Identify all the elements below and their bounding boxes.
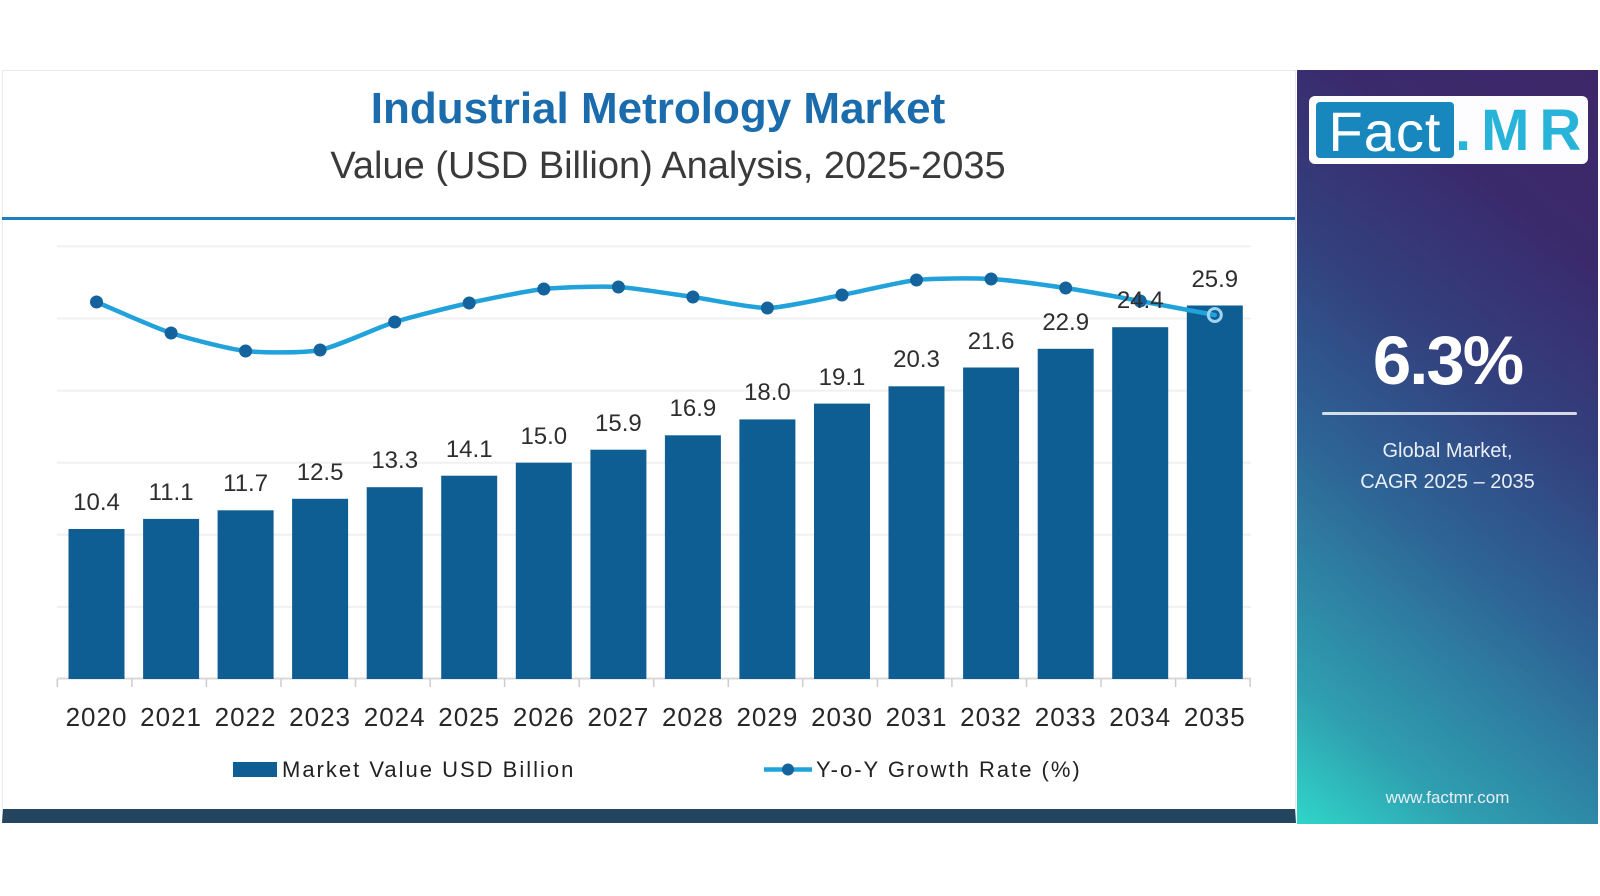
svg-text:2021: 2021 [140, 702, 202, 732]
svg-text:14.1: 14.1 [446, 436, 493, 463]
svg-text:2033: 2033 [1035, 702, 1097, 732]
svg-text:2020: 2020 [66, 702, 128, 732]
svg-text:21.6: 21.6 [968, 328, 1015, 355]
svg-text:24.4: 24.4 [1117, 287, 1164, 314]
svg-text:10.4: 10.4 [73, 489, 120, 516]
svg-text:22.9: 22.9 [1042, 309, 1089, 336]
svg-text:Market Value USD Billion: Market Value USD Billion [282, 757, 575, 782]
svg-text:13.3: 13.3 [371, 447, 418, 474]
svg-text:2032: 2032 [960, 702, 1022, 732]
svg-text:16.9: 16.9 [670, 395, 717, 422]
svg-text:Y-o-Y Growth Rate (%): Y-o-Y Growth Rate (%) [816, 757, 1082, 782]
svg-text:11.1: 11.1 [149, 479, 194, 506]
svg-text:2034: 2034 [1109, 702, 1171, 732]
svg-text:12.5: 12.5 [297, 459, 344, 486]
svg-text:2022: 2022 [215, 702, 277, 732]
svg-text:2025: 2025 [438, 702, 500, 732]
svg-text:25.9: 25.9 [1191, 266, 1238, 293]
svg-text:2031: 2031 [886, 702, 948, 732]
svg-text:2030: 2030 [811, 702, 873, 732]
svg-text:2028: 2028 [662, 702, 724, 732]
svg-text:15.0: 15.0 [520, 423, 567, 450]
svg-text:2035: 2035 [1184, 702, 1246, 732]
svg-text:20.3: 20.3 [893, 346, 940, 373]
svg-text:2029: 2029 [736, 702, 798, 732]
svg-text:2024: 2024 [364, 702, 426, 732]
svg-text:2023: 2023 [289, 702, 351, 732]
svg-text:18.0: 18.0 [744, 379, 791, 406]
svg-text:11.7: 11.7 [223, 470, 268, 497]
svg-text:2027: 2027 [587, 702, 649, 732]
svg-text:15.9: 15.9 [595, 410, 642, 437]
svg-text:19.1: 19.1 [819, 364, 866, 391]
svg-text:2026: 2026 [513, 702, 575, 732]
